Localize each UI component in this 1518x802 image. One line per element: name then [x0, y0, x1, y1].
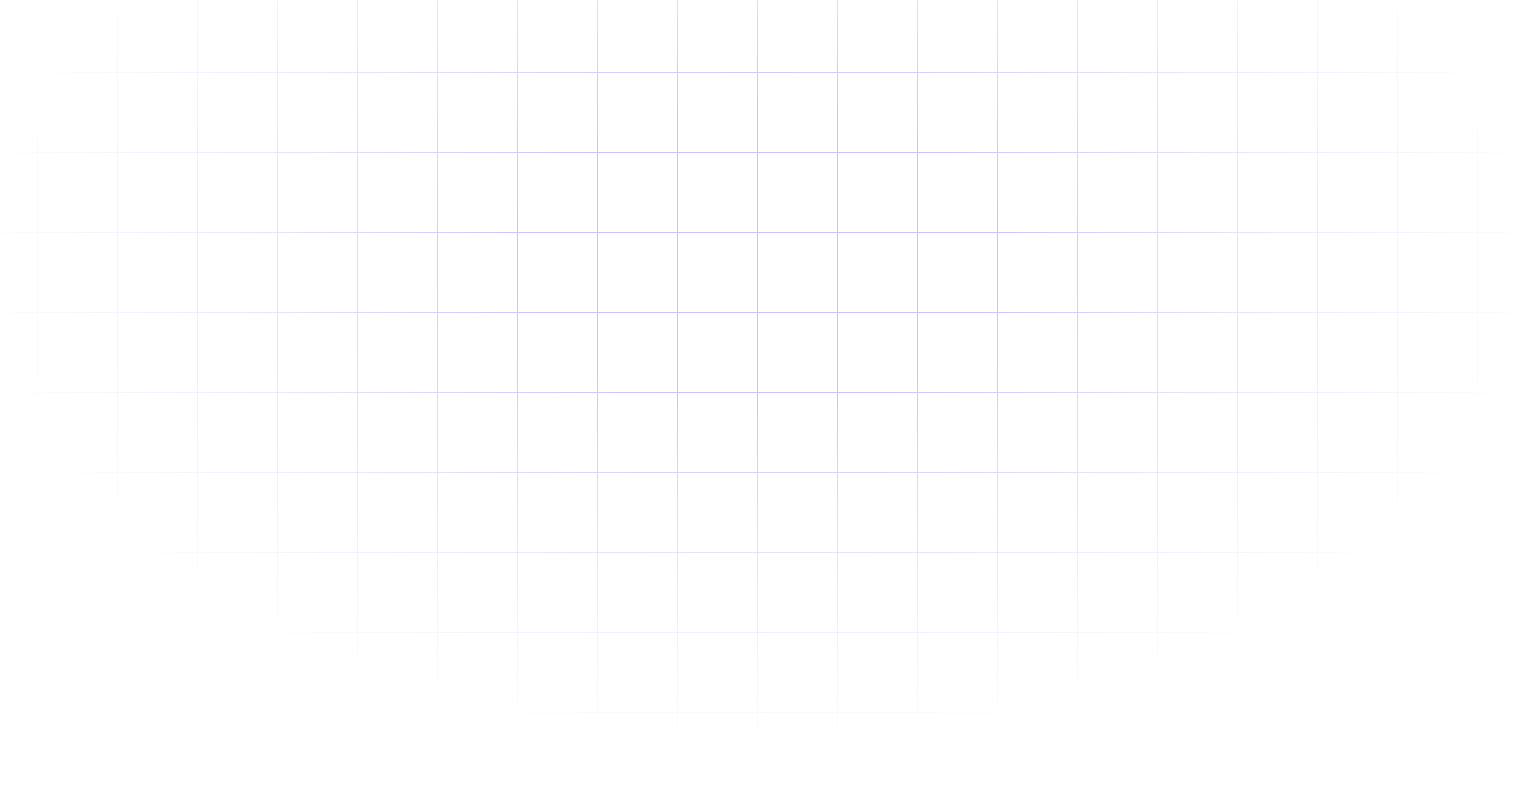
background-grid [0, 0, 1518, 802]
